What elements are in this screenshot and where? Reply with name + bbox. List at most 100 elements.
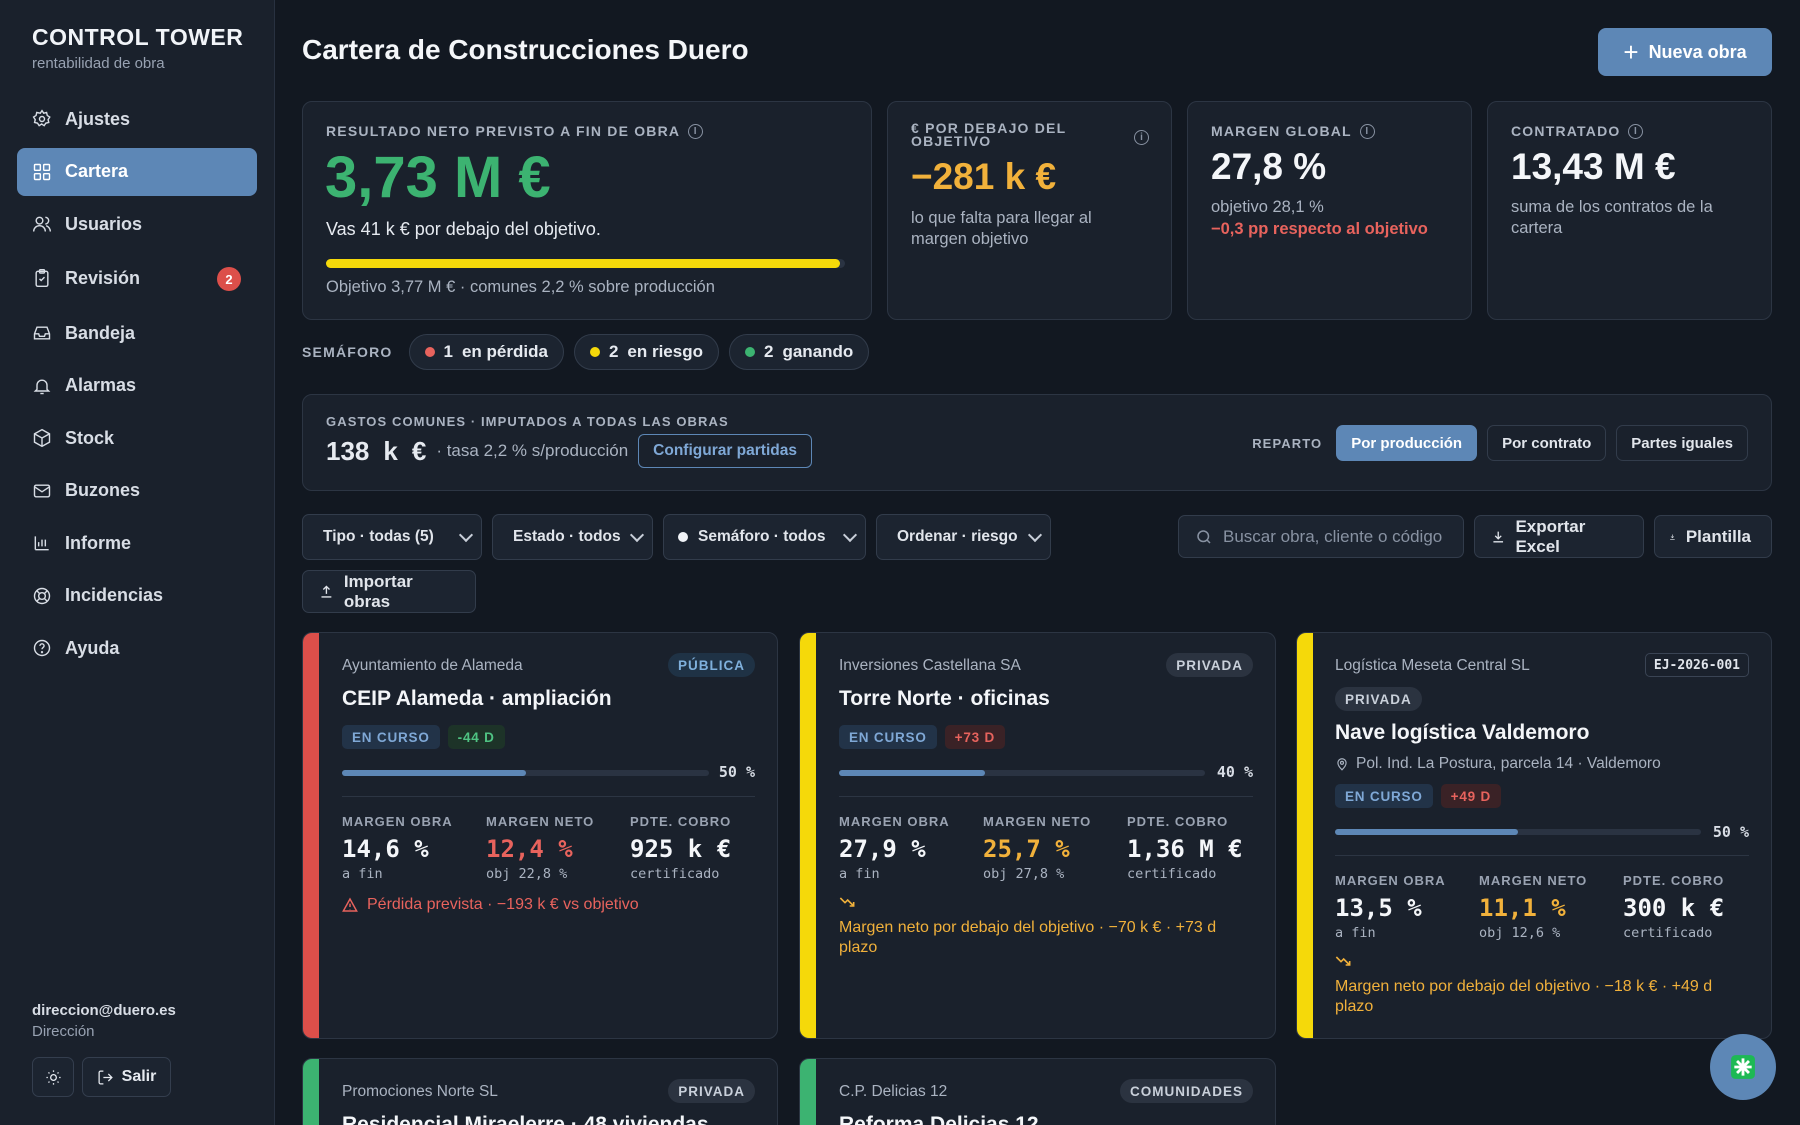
sidebar-item-informe[interactable]: Informe <box>17 519 257 567</box>
obra-code-badge: EJ-2026-001 <box>1644 653 1749 677</box>
kpi-resultado-footer: Objetivo 3,77 M € · comunes 2,2 % sobre … <box>326 278 715 296</box>
obra-status-stripe <box>1297 633 1313 1038</box>
metric-label: MARGEN NETO <box>983 814 1092 829</box>
obra-estado-badge: EN CURSO <box>342 725 440 749</box>
metric-sub: obj 27,8 % <box>983 866 1065 882</box>
comunes-amount-row: 138 k € · tasa 2,2 % s/producción Config… <box>326 434 812 468</box>
logout-icon <box>98 1069 113 1085</box>
obra-estado-badge: EN CURSO <box>1335 784 1433 808</box>
semaforo-ganando-pill[interactable]: 2 ganando <box>729 334 870 370</box>
sidebar-item-label: Ajustes <box>65 108 131 129</box>
divider <box>839 796 1253 797</box>
sidebar-item-label: Ayuda <box>65 637 120 658</box>
info-icon[interactable]: i <box>1134 130 1149 145</box>
metric-label: MARGEN NETO <box>486 814 595 829</box>
metric-margen-neto: MARGEN NETO 12,4 % obj 22,8 % <box>486 814 594 882</box>
new-obra-button[interactable]: + Nueva obra <box>1598 28 1772 76</box>
metric-margen-neto: MARGEN NETO 11,1 % obj 12,6 % <box>1479 873 1587 941</box>
assistant-fab-button[interactable] <box>1710 1034 1776 1100</box>
obra-card[interactable]: Logística Meseta Central SL EJ-2026-001 … <box>1296 632 1772 1039</box>
obra-progress-pct: 50 % <box>1712 823 1749 841</box>
semaforo-filter-select[interactable]: Semáforo · todos <box>663 514 866 560</box>
metric-label: MARGEN NETO <box>1479 873 1588 888</box>
obra-progress-pct: 50 % <box>718 763 755 781</box>
obra-status-stripe <box>303 633 319 1038</box>
estado-filter-select[interactable]: Estado · todos <box>492 514 653 560</box>
tipo-filter-select[interactable]: Tipo · todas (5) <box>302 514 482 560</box>
metric-margen-neto: MARGEN NETO 25,7 % obj 27,8 % <box>983 814 1091 882</box>
reparto-iguales-button[interactable]: Partes iguales <box>1616 425 1748 461</box>
semaforo-riesgo-pill[interactable]: 2 en riesgo <box>573 334 719 370</box>
obra-card[interactable]: Inversiones Castellana SA PRIVADA Torre … <box>799 632 1276 1039</box>
semaforo-perdida-pill[interactable]: 1 en pérdida <box>408 334 564 370</box>
kpi-debajo-note: lo que falta para llegar al margen objet… <box>911 209 1092 248</box>
bar-chart-icon <box>34 536 49 551</box>
green-dot-icon <box>745 347 755 357</box>
user-info: direccion@duero.es Dirección <box>32 1002 176 1040</box>
logout-button[interactable]: Salir <box>82 1057 171 1097</box>
obra-location: Pol. Ind. La Postura, parcela 14 · Valde… <box>1335 755 1661 773</box>
metric-label: MARGEN OBRA <box>1335 873 1446 888</box>
kpi-label: MARGEN GLOBAL i <box>1211 123 1375 139</box>
metric-pdte-cobro: PDTE. COBRO 1,36 M € certificado <box>1127 814 1243 882</box>
plantilla-label: Plantilla <box>1685 526 1751 546</box>
obra-plazo-badge: +49 D <box>1440 784 1502 808</box>
comunes-currency: € <box>411 435 427 466</box>
chevron-down-icon <box>629 527 645 543</box>
kpi-contratado-value: 13,43 M € <box>1511 146 1676 187</box>
sidebar-item-buzones[interactable]: Buzones <box>17 467 257 515</box>
metric-sub: a fin <box>1335 925 1376 941</box>
reparto-produccion-button[interactable]: Por producción <box>1336 425 1478 461</box>
metric-sub: certificado <box>1623 925 1713 941</box>
importar-obras-button[interactable]: Importar obras <box>302 570 476 613</box>
orden-filter-select[interactable]: Ordenar · riesgo <box>876 514 1051 560</box>
plantilla-button[interactable]: Plantilla <box>1654 515 1772 558</box>
metric-label: PDTE. COBRO <box>630 814 732 829</box>
theme-toggle-button[interactable] <box>32 1057 74 1097</box>
configurar-partidas-button[interactable]: Configurar partidas <box>638 434 812 468</box>
search-icon <box>1197 529 1211 544</box>
search-placeholder: Buscar obra, cliente o código <box>1223 526 1443 546</box>
metric-label: PDTE. COBRO <box>1127 814 1229 829</box>
users-icon <box>32 216 52 232</box>
sidebar-actions: Salir <box>32 1057 171 1097</box>
export-excel-button[interactable]: Exportar Excel <box>1474 515 1644 558</box>
obra-status-row: EN CURSO +73 D <box>839 725 1006 749</box>
info-icon[interactable]: i <box>1628 123 1644 139</box>
obra-progress-fill <box>839 770 986 776</box>
metric-sub: obj 12,6 % <box>1479 925 1561 941</box>
reparto-selector: REPARTO Por producción Por contrato Part… <box>1252 425 1748 461</box>
sidebar-item-label: Buzones <box>65 480 141 500</box>
pill-label: ganando <box>782 342 854 361</box>
metric-value: 925 k € <box>630 835 732 863</box>
download-icon <box>1670 533 1675 540</box>
chevron-down-icon <box>458 527 474 543</box>
sidebar-item-usuarios[interactable]: Usuarios <box>17 200 257 248</box>
sidebar-item-ayuda[interactable]: Ayuda <box>17 624 257 672</box>
obra-tipo-tag: PÚBLICA <box>668 653 755 677</box>
obra-progress <box>1335 829 1701 835</box>
metric-margen-obra: MARGEN OBRA 13,5 % a fin <box>1335 873 1446 941</box>
metric-value: 14,6 % <box>342 835 429 863</box>
reparto-contrato-button[interactable]: Por contrato <box>1487 425 1607 461</box>
sidebar: CONTROL TOWER rentabilidad de obra Ajust… <box>0 0 275 1125</box>
kpi-resultado-progress-fill <box>326 259 840 268</box>
info-icon[interactable]: i <box>688 123 704 139</box>
semaforo-label: SEMÁFORO <box>302 344 393 360</box>
sidebar-item-bandeja[interactable]: Bandeja <box>17 309 257 357</box>
pill-count: 2 <box>608 342 619 361</box>
trend-down-icon <box>1335 956 1351 966</box>
sidebar-item-incidencias[interactable]: Incidencias <box>17 572 257 620</box>
search-input[interactable]: Buscar obra, cliente o código <box>1178 515 1464 558</box>
info-icon[interactable]: i <box>1359 123 1375 139</box>
obra-card[interactable]: Promociones Norte SL PRIVADA Residencial… <box>302 1058 778 1125</box>
obra-tipo-tag: PRIVADA <box>1166 653 1253 677</box>
obra-card[interactable]: C.P. Delicias 12 COMUNIDADES Reforma Del… <box>799 1058 1276 1125</box>
sidebar-item-cartera[interactable]: Cartera <box>17 147 257 196</box>
sidebar-item-revision[interactable]: Revisión 2 <box>17 254 257 302</box>
obra-progress <box>342 770 709 776</box>
obra-card[interactable]: Ayuntamiento de Alameda PÚBLICA CEIP Ala… <box>302 632 778 1039</box>
sidebar-item-alarmas[interactable]: Alarmas <box>17 362 257 410</box>
sidebar-item-stock[interactable]: Stock <box>17 414 257 462</box>
sidebar-item-ajustes[interactable]: Ajustes <box>17 95 257 143</box>
